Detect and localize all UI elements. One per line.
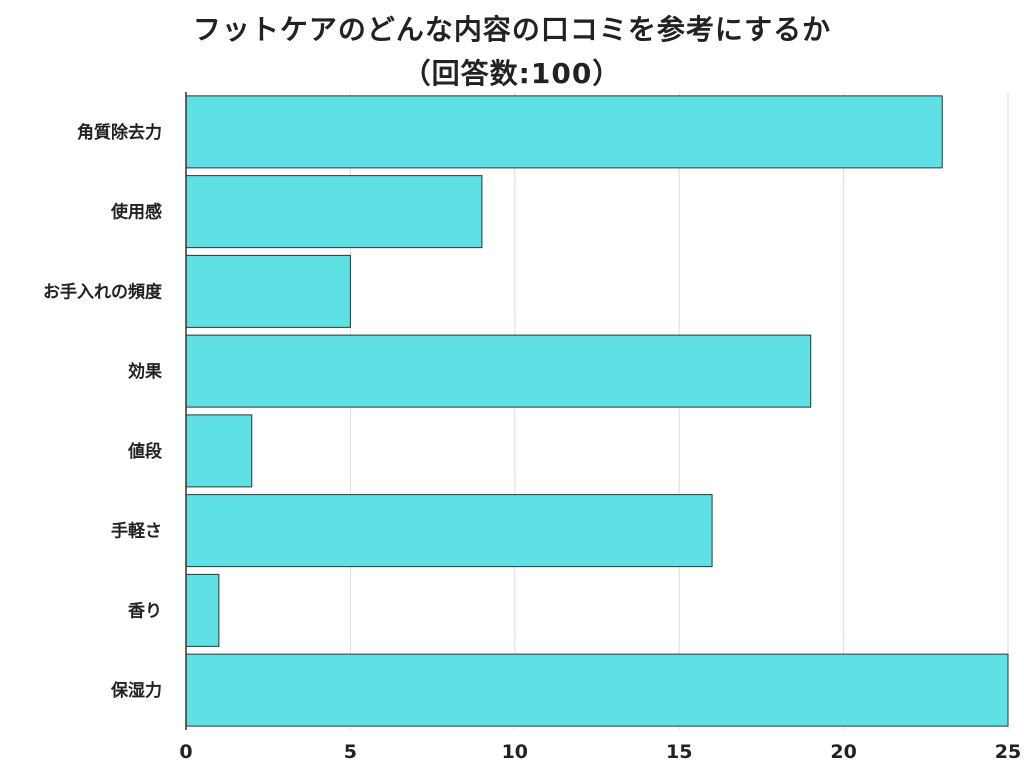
x-tick-labels: 0 5 10 15 20 25 bbox=[179, 741, 1021, 763]
x-tick-label-1: 5 bbox=[344, 741, 357, 763]
bar-7 bbox=[185, 653, 1009, 727]
x-tick-label-4: 20 bbox=[830, 741, 856, 763]
bar-0 bbox=[185, 95, 943, 169]
x-tick-label-5: 25 bbox=[995, 741, 1021, 763]
category-label-7: 保湿力 bbox=[110, 680, 162, 701]
x-tick-label-3: 15 bbox=[666, 741, 692, 763]
category-label-3: 効果 bbox=[128, 361, 162, 382]
bars bbox=[185, 95, 1009, 727]
x-tick-label-0: 0 bbox=[179, 741, 192, 763]
bar-5 bbox=[185, 494, 713, 568]
category-label-0: 角質除去力 bbox=[77, 122, 162, 143]
bar-6 bbox=[185, 573, 220, 647]
bar-4 bbox=[185, 414, 253, 488]
bar-1 bbox=[185, 175, 483, 249]
chart-title-line1: フットケアのどんな内容の口コミを参考にするか bbox=[192, 13, 832, 46]
category-label-1: 使用感 bbox=[110, 202, 162, 223]
category-label-5: 手軽さ bbox=[111, 521, 162, 542]
category-label-6: 香り bbox=[128, 601, 162, 621]
x-tick-label-2: 10 bbox=[502, 741, 528, 763]
category-label-2: お手入れの頻度 bbox=[43, 281, 163, 302]
bar-2 bbox=[185, 254, 351, 328]
chart-title: フットケアのどんな内容の口コミを参考にするか （回答数:100） bbox=[0, 8, 1024, 96]
category-label-4: 値段 bbox=[127, 441, 162, 462]
bar-3 bbox=[185, 334, 812, 408]
chart-title-line2: （回答数:100） bbox=[402, 57, 622, 90]
